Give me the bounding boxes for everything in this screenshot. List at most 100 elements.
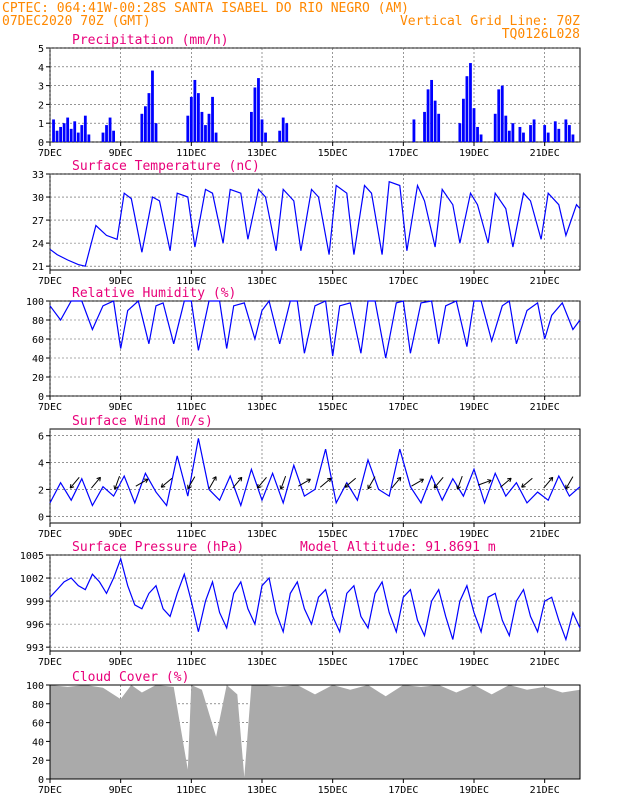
wind-arrow	[500, 477, 512, 488]
precip-bar	[423, 111, 426, 142]
y-tick-label: 40	[32, 737, 44, 748]
x-tick-label: 19DEC	[459, 148, 489, 159]
x-tick-label: 19DEC	[459, 529, 489, 540]
x-tick-label: 15DEC	[318, 529, 348, 540]
precip-bar	[101, 132, 105, 142]
y-tick-label: 1	[38, 119, 44, 130]
wind-arrow	[187, 476, 196, 490]
wind-arrow-head	[488, 480, 492, 484]
y-tick-label: 80	[32, 316, 44, 327]
wind-arrow	[280, 475, 287, 490]
panel-annotation: Model Altitude: 91.8691 m	[300, 540, 496, 555]
x-tick-label: 9DEC	[109, 402, 133, 413]
wind-arrow-head	[509, 478, 512, 483]
x-tick-label: 9DEC	[109, 657, 133, 668]
x-tick-label: 15DEC	[318, 785, 348, 796]
x-tick-label: 21DEC	[530, 529, 560, 540]
wind-arrow	[319, 477, 332, 488]
y-tick-label: 0	[38, 512, 44, 523]
wind-arrow	[433, 477, 444, 489]
x-tick-label: 9DEC	[109, 148, 133, 159]
y-tick-label: 996	[26, 620, 44, 631]
precip-bar	[437, 113, 441, 142]
x-tick-label: 15DEC	[318, 657, 348, 668]
wind-arrow	[391, 477, 402, 489]
y-tick-label: 60	[32, 335, 44, 346]
precip-bar	[285, 123, 289, 142]
precip-bar	[257, 78, 260, 142]
series-line	[49, 438, 581, 508]
wind-arrow	[208, 476, 217, 490]
wind-arrow-head	[160, 483, 164, 488]
precip-bar	[412, 119, 416, 142]
panel-title: Surface Pressure (hPa)	[72, 540, 244, 555]
precip-bar	[151, 70, 154, 142]
precip-bar	[250, 111, 253, 142]
precip-bar	[264, 132, 267, 142]
y-tick-label: 24	[32, 239, 44, 250]
wind-arrow-head	[548, 476, 553, 480]
wind-arrow	[411, 478, 424, 487]
wind-arrow	[69, 477, 80, 489]
wind-arrow-head	[487, 479, 492, 481]
x-tick-label: 9DEC	[109, 785, 133, 796]
x-tick-label: 7DEC	[38, 529, 62, 540]
wind-arrow-head	[399, 477, 402, 482]
precip-bar	[207, 113, 211, 142]
wind-arrow	[160, 477, 173, 488]
panel-frame	[49, 47, 581, 143]
x-tick-label: 17DEC	[388, 276, 418, 287]
precip-bar	[518, 126, 522, 142]
x-tick-label: 13DEC	[247, 148, 277, 159]
panel-title: Surface Temperature (nC)	[72, 159, 260, 174]
y-tick-label: 999	[26, 597, 44, 608]
y-tick-label: 6	[38, 432, 44, 443]
precip-bar	[546, 132, 550, 142]
y-tick-label: 0	[38, 775, 44, 786]
x-tick-label: 19DEC	[459, 657, 489, 668]
y-tick-label: 4	[38, 459, 44, 470]
x-tick-label: 15DEC	[318, 148, 348, 159]
x-tick-label: 9DEC	[109, 529, 133, 540]
panel-frame	[49, 554, 581, 652]
wind-arrow	[114, 475, 120, 490]
x-tick-label: 7DEC	[38, 148, 62, 159]
y-tick-label: 0	[38, 392, 44, 403]
precip-bar	[532, 119, 536, 142]
precip-bar	[52, 119, 55, 142]
precip-bar	[568, 125, 571, 142]
wind-arrow-head	[280, 486, 285, 490]
precip-bar	[564, 119, 568, 142]
y-tick-label: 3	[38, 82, 44, 93]
precip-bar	[186, 115, 190, 142]
wind-arrow-head	[161, 486, 166, 488]
precip-bar	[144, 106, 147, 142]
x-tick-label: 7DEC	[38, 657, 62, 668]
x-tick-label: 9DEC	[109, 276, 133, 287]
x-tick-label: 11DEC	[176, 402, 206, 413]
precip-bar	[108, 117, 112, 142]
wind-arrow-head	[96, 476, 101, 480]
wind-arrow	[521, 477, 533, 488]
precip-bar	[147, 93, 151, 142]
series-line	[49, 180, 581, 267]
y-tick-label: 40	[32, 354, 44, 365]
x-tick-label: 19DEC	[459, 402, 489, 413]
wind-arrow-head	[551, 477, 554, 482]
wind-arrow	[91, 477, 101, 489]
precip-bar	[476, 126, 479, 142]
x-tick-label: 7DEC	[38, 276, 62, 287]
x-tick-label: 11DEC	[176, 657, 206, 668]
panel-title: Surface Wind (m/s)	[72, 414, 213, 429]
precip-bar	[504, 115, 508, 142]
y-tick-label: 1005	[20, 551, 44, 562]
precip-bar	[253, 87, 257, 142]
precip-bar	[211, 96, 214, 142]
wind-arrow-head	[344, 483, 347, 488]
precip-bar	[193, 79, 197, 142]
panel-title: Relative Humidity (%)	[72, 286, 236, 301]
x-tick-label: 21DEC	[530, 785, 560, 796]
wind-arrow-head	[237, 476, 242, 480]
wind-arrow	[344, 477, 357, 488]
y-tick-label: 27	[32, 216, 44, 227]
